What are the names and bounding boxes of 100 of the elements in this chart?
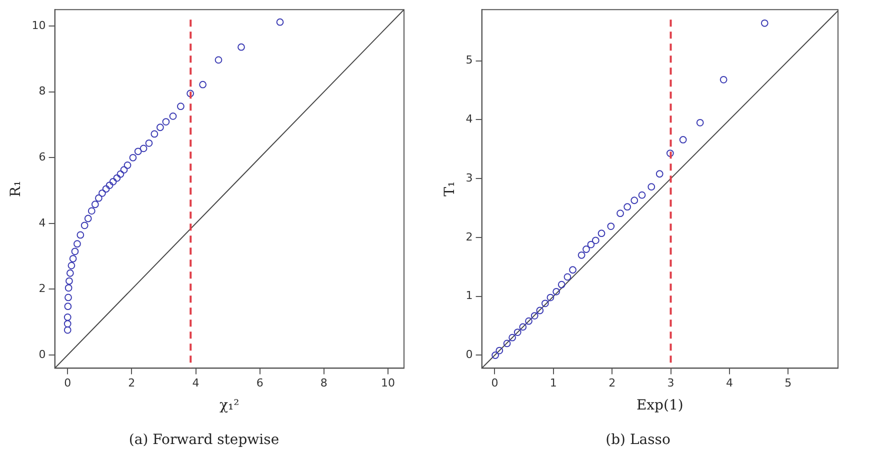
point (88, 207, 96, 215)
point (558, 280, 566, 288)
point (80, 222, 88, 230)
point (91, 200, 99, 208)
y-tick-label: 8 (38, 84, 46, 98)
point (134, 148, 142, 156)
x-tick-label: 2 (128, 376, 136, 390)
point (64, 314, 72, 321)
y-tick-label: 2 (38, 282, 46, 296)
point (71, 248, 79, 256)
point (120, 166, 128, 174)
point (607, 222, 615, 230)
point (177, 102, 184, 110)
point (102, 185, 110, 193)
text: (a) Forward stepwise (128, 432, 280, 448)
point (508, 334, 516, 342)
point (616, 210, 624, 218)
point (68, 262, 76, 270)
point (536, 306, 544, 314)
point (140, 144, 148, 152)
point (546, 294, 554, 302)
y-tick-label: 4 (466, 112, 473, 126)
x-tick-label: 1 (550, 376, 557, 390)
point (587, 240, 595, 248)
x-tick-label: 10 (380, 376, 395, 390)
point (638, 191, 646, 199)
point (238, 43, 245, 51)
point (69, 254, 77, 262)
point (84, 214, 92, 222)
point (492, 352, 499, 359)
y-tick-label: 5 (466, 54, 473, 67)
x-tick-label: 4 (192, 376, 200, 390)
point (720, 76, 728, 84)
point (64, 326, 72, 334)
point (64, 302, 72, 310)
point (656, 170, 664, 178)
point (214, 56, 222, 64)
point (666, 150, 674, 157)
point (94, 194, 102, 202)
point (76, 231, 84, 239)
point (514, 328, 522, 336)
x-axis-title: χ₁² (220, 397, 240, 414)
y-tick-label: 2 (466, 230, 473, 244)
point (64, 284, 72, 292)
x-tick-label: 4 (726, 376, 733, 390)
point (569, 266, 576, 274)
point (503, 340, 511, 348)
y-tick-label: 4 (38, 216, 46, 230)
point (760, 19, 768, 27)
x-tick-label: 5 (784, 376, 792, 390)
y-tick-label: 3 (466, 171, 473, 184)
y-axis-title: R₁ (8, 180, 24, 197)
x-tick-label: 8 (320, 376, 328, 390)
point (124, 162, 132, 169)
point (162, 118, 170, 126)
x-tick-label: 0 (491, 376, 498, 390)
x-tick-label: 0 (64, 376, 72, 390)
point (276, 18, 284, 26)
y-tick-label: 0 (466, 348, 473, 362)
point (598, 230, 606, 238)
y-tick-label: 10 (32, 18, 46, 32)
text: (b) Lasso (606, 432, 670, 448)
point (582, 246, 590, 253)
point (630, 196, 638, 204)
point (66, 277, 73, 285)
point (648, 183, 656, 191)
point (186, 90, 194, 98)
point (525, 317, 532, 325)
point (145, 139, 153, 147)
point (129, 154, 137, 162)
point (74, 240, 81, 248)
point (564, 273, 572, 281)
x-tick-label: 2 (608, 376, 616, 390)
point (64, 294, 72, 302)
x-tick-label: 6 (256, 376, 264, 390)
point (592, 236, 600, 244)
point (541, 300, 549, 308)
point (552, 288, 560, 296)
point (66, 269, 74, 277)
point (679, 136, 687, 144)
point (696, 118, 704, 126)
x-tick-label: 3 (667, 376, 674, 390)
point (156, 124, 164, 132)
point (106, 182, 114, 189)
point (113, 174, 121, 182)
point (519, 323, 527, 331)
point (109, 178, 117, 186)
y-tick-label: 0 (38, 348, 46, 361)
point (169, 112, 177, 120)
point (624, 203, 632, 211)
point (150, 130, 158, 138)
y-tick-label: 1 (466, 289, 473, 302)
point (199, 80, 207, 88)
point (578, 251, 586, 259)
y-tick-label: 6 (38, 150, 46, 164)
point (496, 346, 504, 354)
y-axis-title: T₁ (442, 181, 458, 196)
x-axis-title: Exp(1) (636, 397, 684, 414)
point (530, 312, 538, 320)
point (98, 189, 106, 197)
